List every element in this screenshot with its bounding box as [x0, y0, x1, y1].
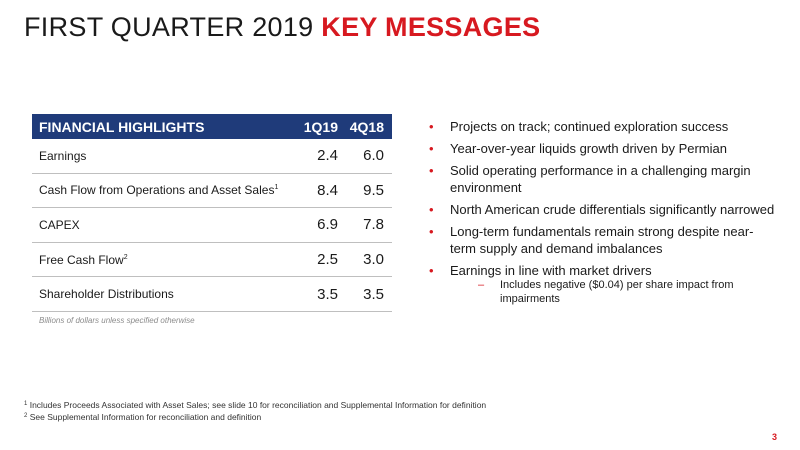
row-value-4q18: 3.5 — [363, 285, 384, 303]
row-label: Shareholder Distributions — [39, 287, 174, 302]
list-item: • Projects on track; continued exploratio… — [429, 119, 729, 134]
row-value-4q18: 7.8 — [363, 216, 384, 234]
title-plain: FIRST QUARTER 2019 — [24, 12, 322, 42]
list-item: • Year-over-year liquids growth driven by… — [429, 141, 727, 156]
row-value-1q19: 3.5 — [317, 285, 338, 303]
row-value-1q19: 6.9 — [317, 216, 338, 234]
sub-list-item: – Includes negative ($0.04) per share imp… — [478, 279, 734, 305]
bullet-dot-icon: • — [429, 224, 434, 239]
row-value-4q18: 3.0 — [363, 251, 384, 269]
table-unit-note: Billions of dollars unless specified oth… — [39, 315, 195, 325]
row-label: Free Cash Flow2 — [39, 252, 128, 267]
slide-title: FIRST QUARTER 2019 KEY MESSAGES — [24, 12, 540, 43]
row-label: CAPEX — [39, 217, 80, 232]
table-row: Shareholder Distributions 3.5 3.5 — [32, 277, 392, 312]
table-row: Free Cash Flow2 2.5 3.0 — [32, 243, 392, 278]
row-value-1q19: 2.4 — [317, 147, 338, 165]
row-value-1q19: 2.5 — [317, 251, 338, 269]
row-value-4q18: 9.5 — [363, 181, 384, 199]
table-row: Earnings 2.4 6.0 — [32, 139, 392, 174]
header-col-1q19: 1Q19 — [303, 118, 338, 135]
bullet-dot-icon: • — [429, 119, 434, 134]
financial-highlights-table: FINANCIAL HIGHLIGHTS 1Q19 4Q18 Earnings … — [32, 114, 392, 325]
table-header: FINANCIAL HIGHLIGHTS 1Q19 4Q18 — [32, 114, 392, 139]
key-messages-list: • Projects on track; continued exploratio… — [428, 118, 778, 311]
bullet-dot-icon: • — [429, 163, 434, 178]
page-number: 3 — [771, 432, 777, 442]
list-item: • Solid operating performance in a challe… — [429, 163, 751, 195]
bullet-dot-icon: • — [429, 202, 434, 217]
footnote: 2 See Supplemental Information for recon… — [24, 412, 262, 422]
row-label: Earnings — [39, 148, 87, 163]
row-label: Cash Flow from Operations and Asset Sale… — [39, 183, 279, 198]
list-item: • Earnings in line with market drivers – I… — [428, 262, 778, 306]
bullet-dot-icon: • — [429, 141, 434, 156]
bullet-dot-icon: • — [429, 263, 434, 278]
dash-icon: – — [478, 279, 485, 291]
header-label: FINANCIAL HIGHLIGHTS — [39, 118, 205, 135]
list-item: • North American crude differentials sign… — [429, 202, 775, 217]
footnotes: 1 Includes Proceeds Associated with Asse… — [24, 399, 486, 423]
row-value-1q19: 8.4 — [317, 181, 338, 199]
title-accent: KEY MESSAGES — [321, 12, 541, 42]
footnote: 1 Includes Proceeds Associated with Asse… — [24, 400, 487, 410]
header-col-4q18: 4Q18 — [349, 118, 384, 135]
row-value-4q18: 6.0 — [363, 147, 384, 165]
table-row: Cash Flow from Operations and Asset Sale… — [32, 174, 392, 209]
table-row: CAPEX 6.9 7.8 — [32, 208, 392, 243]
list-item: • Long-term fundamentals remain strong de… — [429, 224, 754, 256]
